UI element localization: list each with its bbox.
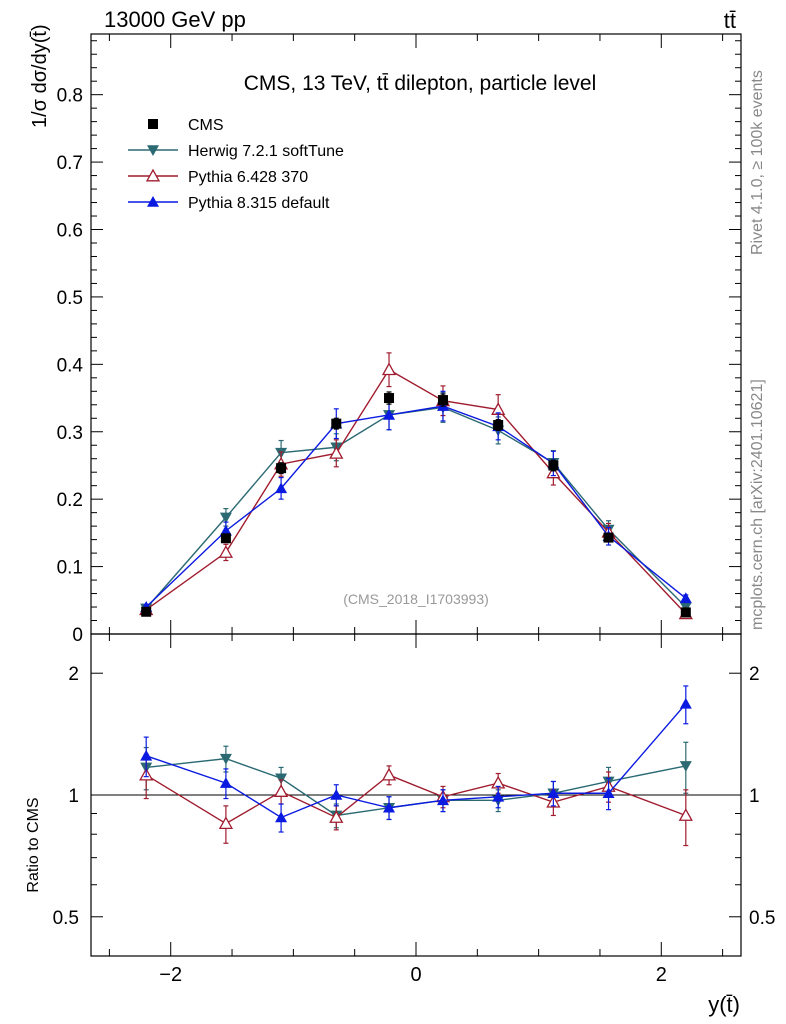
- y-tick-label: 0: [72, 625, 83, 646]
- main-axes: 0 0.1 0.2 0.3 0.4 0.5 0.6 0.7 0.8: [57, 34, 741, 646]
- y-tick-label: 0.4: [57, 355, 84, 376]
- ratio-point: [329, 810, 344, 823]
- data-point: [141, 606, 152, 617]
- legend-item: CMS: [148, 117, 224, 134]
- mcplots-label: mcplots.cern.ch [arXiv:2401.10621]: [749, 379, 766, 630]
- ratio-point: [383, 801, 396, 813]
- ratio-series-3: [140, 685, 692, 833]
- ratio-series-group: [139, 685, 693, 847]
- ratio-point: [330, 789, 343, 800]
- data-point: [218, 545, 234, 558]
- legend-marker: [148, 119, 158, 129]
- main-y-axis-label-text: 1/σ dσ/dy(t̄): [29, 24, 51, 128]
- ratio-point: [219, 777, 232, 788]
- ratio-tick-label-right: 0.5: [749, 908, 775, 929]
- data-point: [381, 362, 397, 376]
- ratio-line: [145, 703, 687, 819]
- series-1: [140, 392, 692, 615]
- ratio-point: [602, 787, 615, 799]
- ratio-line: [145, 774, 687, 825]
- series-3: [140, 390, 692, 612]
- ratio-point: [275, 811, 288, 823]
- data-point: [275, 482, 288, 494]
- data-point: [437, 395, 448, 406]
- ratio-point: [219, 753, 232, 765]
- data-point: [603, 532, 614, 543]
- data-point: [384, 393, 395, 404]
- data-point: [680, 607, 691, 618]
- ratio-axes: 0.5 0.5 1 1 2 2 −2 0 2: [53, 634, 775, 986]
- ratio-tick-label-right: 1: [749, 786, 760, 807]
- legend-marker: [147, 196, 159, 207]
- main-y-axis-label: 1/σ dσ/dy(t̄): [29, 24, 51, 128]
- legend-item: Pythia 8.315 default: [128, 195, 330, 212]
- legend-marker: [145, 168, 161, 182]
- x-tick-label: 2: [656, 964, 667, 986]
- analysis-label: (CMS_2018_I1703993): [343, 591, 489, 607]
- ratio-tick-label: 2: [68, 664, 79, 685]
- ratio-point: [275, 773, 288, 785]
- data-point: [219, 512, 232, 524]
- ratio-point: [273, 784, 289, 797]
- y-tick-label: 0.6: [57, 221, 83, 242]
- process-label: tt̄: [724, 8, 736, 33]
- legend-label: Pythia 8.315 default: [188, 195, 330, 212]
- legend-label: Pythia 6.428 370: [188, 169, 308, 186]
- y-tick-label: 0.5: [57, 288, 83, 309]
- data-point: [219, 524, 232, 536]
- legend-item: Pythia 6.428 370: [128, 168, 308, 186]
- legend: CMS Herwig 7.2.1 softTune Pythia 6.428 370…: [128, 117, 344, 212]
- data-point: [220, 533, 231, 544]
- x-tick-label: −2: [159, 964, 182, 986]
- ratio-point: [679, 697, 692, 709]
- main-series-group: [139, 352, 693, 620]
- energy-label: 13000 GeV pp: [104, 7, 246, 32]
- data-point: [493, 420, 504, 431]
- legend-label: CMS: [188, 117, 224, 134]
- ratio-tick-label-right: 2: [749, 664, 760, 685]
- series-line: [145, 368, 687, 615]
- ratio-point: [547, 787, 560, 799]
- ratio-y-axis-label: Ratio to CMS: [25, 797, 42, 892]
- data-point: [329, 445, 344, 459]
- data-point: [383, 408, 396, 420]
- series-0: [141, 391, 691, 618]
- y-tick-label: 0.1: [57, 558, 83, 579]
- data-point: [331, 418, 342, 429]
- legend-label: Herwig 7.2.1 softTune: [188, 143, 344, 160]
- x-axis-label: y(t̄): [708, 992, 740, 1017]
- series-line: [145, 405, 687, 608]
- ratio-tick-label: 0.5: [53, 908, 79, 929]
- ratio-point: [679, 761, 692, 772]
- y-tick-label: 0.2: [57, 490, 83, 511]
- data-point: [276, 463, 287, 474]
- legend-item: Herwig 7.2.1 softTune: [128, 143, 344, 160]
- legend-marker: [147, 145, 159, 156]
- y-tick-label: 0.8: [57, 86, 83, 107]
- x-tick-label: 0: [410, 964, 421, 986]
- ratio-point: [678, 808, 693, 821]
- ratio-point: [492, 790, 505, 802]
- series-2: [139, 352, 693, 620]
- ratio-point: [381, 767, 397, 781]
- ratio-tick-label: 1: [68, 786, 79, 807]
- data-point: [679, 592, 692, 604]
- rivet-label: Rivet 4.1.0, ≥ 100k events: [749, 70, 766, 255]
- y-tick-label: 0.3: [57, 423, 83, 444]
- ratio-point: [140, 749, 153, 761]
- y-tick-label: 0.7: [57, 153, 83, 174]
- series-line: [145, 406, 687, 609]
- ratio-point: [436, 794, 449, 806]
- ratio-point: [218, 816, 234, 830]
- data-point: [548, 460, 559, 471]
- plot-title: CMS, 13 TeV, tt̄ dilepton, particle leve…: [244, 72, 597, 95]
